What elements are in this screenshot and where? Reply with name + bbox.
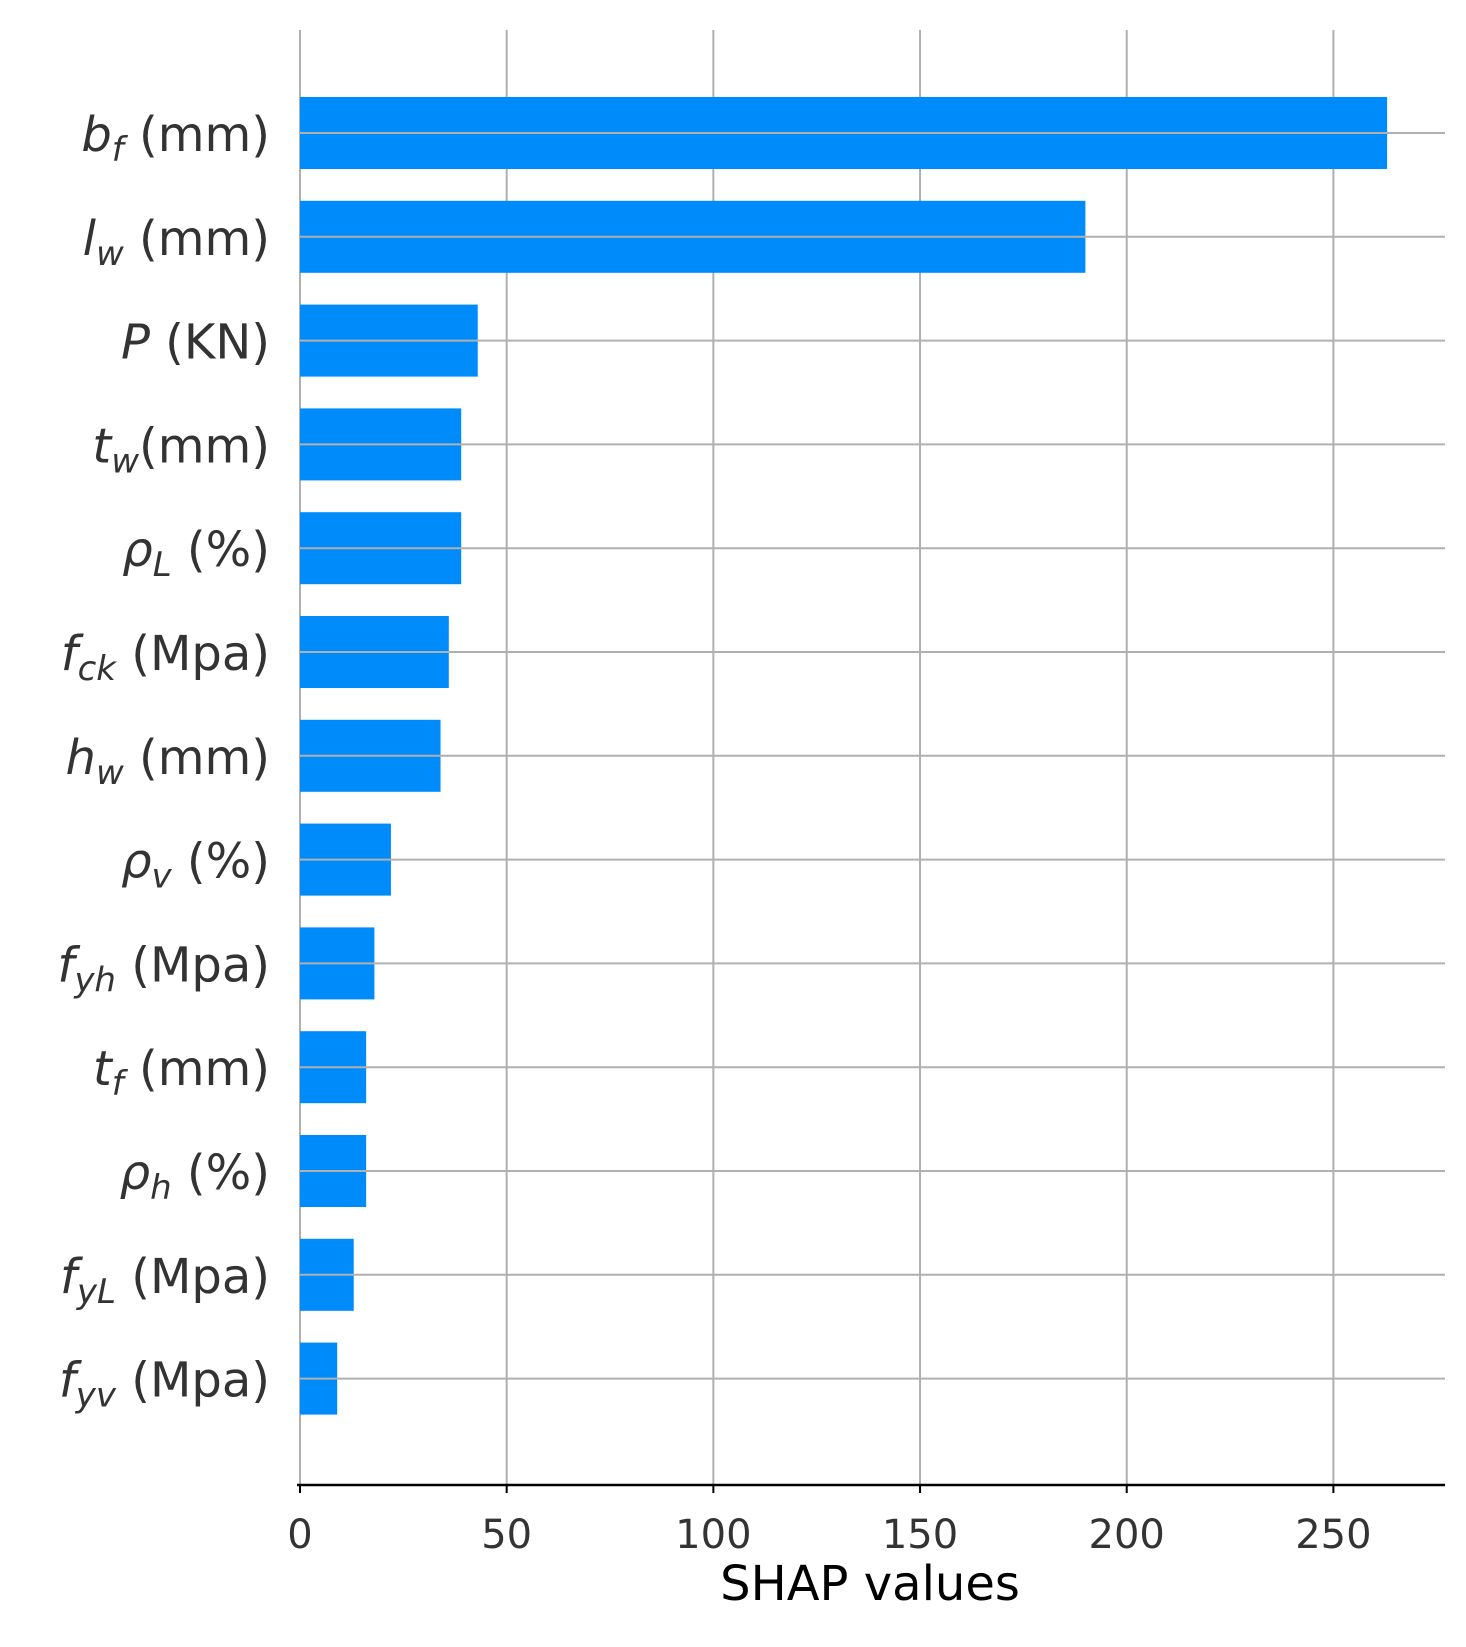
label-unit: (%)	[172, 834, 270, 890]
x-tick-label: 250	[1295, 1512, 1371, 1558]
label-subscript: yh	[73, 960, 116, 1000]
label-unit: (mm)	[124, 211, 270, 267]
label-unit: (KN)	[150, 315, 270, 371]
category-label: ρh (%)	[120, 1145, 270, 1208]
category-gridlines	[300, 132, 1445, 1380]
label-unit: (mm)	[124, 107, 270, 163]
category-label: bf (mm)	[81, 107, 270, 170]
x-tick-label: 150	[882, 1512, 958, 1558]
label-subscript: w	[96, 234, 124, 274]
label-subscript: v	[152, 857, 173, 897]
label-symbol: ρ	[120, 1145, 150, 1201]
label-subscript: h	[150, 1168, 172, 1208]
label-unit: (mm)	[124, 730, 270, 786]
label-unit: (%)	[172, 522, 270, 578]
x-axis-label: SHAP values	[720, 1556, 1020, 1612]
label-unit: (Mpa)	[116, 1249, 270, 1305]
label-symbol: l	[83, 211, 97, 267]
label-subscript: w	[111, 441, 139, 481]
label-unit: (Mpa)	[116, 937, 270, 993]
label-subscript: yv	[75, 1376, 117, 1416]
category-label: tf (mm)	[93, 1041, 270, 1104]
category-label: ρv (%)	[121, 834, 270, 897]
label-symbol: t	[93, 1041, 114, 1097]
label-unit: (Mpa)	[116, 626, 270, 682]
label-subscript: L	[153, 545, 172, 585]
label-unit: (mm)	[124, 1041, 270, 1097]
category-label: P (KN)	[121, 315, 270, 371]
label-symbol: b	[81, 107, 111, 163]
label-unit: (mm)	[139, 418, 270, 474]
label-unit: (%)	[172, 1145, 270, 1201]
label-symbol: P	[121, 315, 150, 371]
category-label: ρL (%)	[122, 522, 270, 585]
label-symbol: h	[66, 730, 96, 786]
label-unit: (Mpa)	[116, 1353, 270, 1409]
category-label: hw (mm)	[66, 730, 270, 793]
label-subscript: w	[96, 753, 124, 793]
x-tick-label: 100	[675, 1512, 751, 1558]
label-subscript: yL	[76, 1272, 116, 1312]
category-label: fyv (Mpa)	[59, 1353, 270, 1416]
x-tick-label: 200	[1089, 1512, 1165, 1558]
category-labels: bf (mm)lw (mm)P (KN)tw(mm)ρL (%)fck (Mpa…	[57, 107, 270, 1416]
x-axis: 0 50 100 150 200 250	[287, 1483, 1445, 1558]
category-label: tw(mm)	[92, 418, 270, 481]
x-tick-label: 50	[481, 1512, 532, 1558]
label-symbol: t	[92, 418, 113, 474]
label-subscript: ck	[78, 649, 118, 689]
label-symbol: ρ	[121, 834, 151, 890]
category-label: lw (mm)	[83, 211, 270, 274]
category-label: fyL (Mpa)	[60, 1249, 270, 1312]
x-tick-label: 0	[287, 1512, 312, 1558]
label-symbol: ρ	[122, 522, 152, 578]
